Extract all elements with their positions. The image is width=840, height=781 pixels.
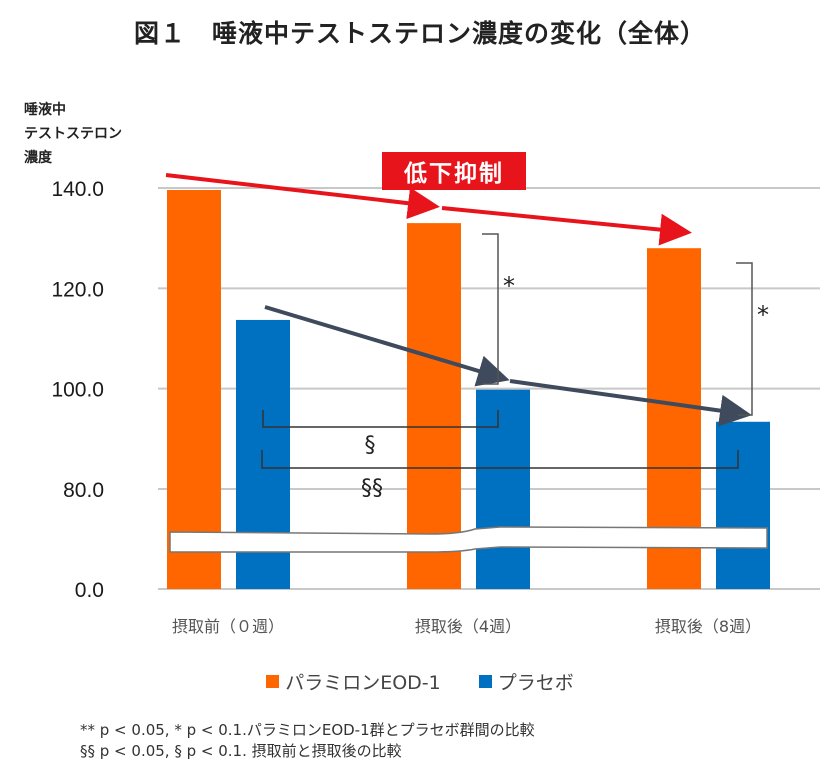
gray-trend-arrow bbox=[264, 305, 510, 387]
pre-post-mark: §§ bbox=[361, 476, 383, 501]
y-tick-label: 0.0 bbox=[75, 579, 104, 602]
pre-post-mark: § bbox=[365, 433, 376, 458]
significance-mark: * bbox=[757, 301, 769, 329]
y-axis-label-line: 濃度 bbox=[24, 150, 52, 166]
category-label: 摂取後（8週） bbox=[655, 617, 761, 636]
y-axis-label: 唾液中 テストステロン 濃度 bbox=[24, 98, 122, 170]
y-axis-label-line: テストステロン bbox=[24, 126, 122, 142]
pre-post-bracket bbox=[262, 410, 499, 428]
title-text: 唾液中テストステロン濃度の変化（全体） bbox=[212, 19, 707, 48]
y-axis-label-line: 唾液中 bbox=[24, 102, 66, 118]
footnote-between-groups: ** p < 0.05, * p < 0.1.パラミロンEOD-1群とプラセボ群… bbox=[80, 721, 535, 739]
footnote-pre-post: §§ p < 0.05, § p < 0.1. 摂取前と摂取後の比較 bbox=[80, 742, 402, 760]
red-trend-arrow bbox=[441, 206, 692, 246]
bar-paramylon-0 bbox=[167, 190, 221, 590]
category-label: 摂取前（０週） bbox=[172, 617, 284, 636]
y-tick-label: 80.0 bbox=[63, 479, 104, 502]
suppression-callout: 低下抑制 bbox=[382, 152, 526, 190]
y-tick-labels: 0.0 80.0 100.0 120.0 140.0 bbox=[51, 178, 104, 602]
category-labels: 摂取前（０週） 摂取後（4週） 摂取後（8週） bbox=[172, 617, 761, 636]
axis-break-band bbox=[169, 526, 768, 553]
category-label: 摂取後（4週） bbox=[415, 617, 521, 636]
legend-label: プラセボ bbox=[497, 672, 574, 694]
y-tick-label: 140.0 bbox=[51, 178, 104, 201]
legend-swatch-orange bbox=[266, 675, 280, 688]
pre-post-bracket bbox=[261, 450, 739, 469]
figure-number: 図１ bbox=[133, 19, 186, 48]
legend: パラミロンEOD-1 プラセボ bbox=[0, 668, 840, 695]
bar-paramylon-1 bbox=[407, 223, 461, 589]
legend-label: パラミロンEOD-1 bbox=[285, 672, 441, 694]
bar-placebo-2 bbox=[716, 421, 770, 589]
axis-break bbox=[169, 526, 768, 553]
legend-item-placebo: プラセボ bbox=[478, 668, 574, 695]
significance-bracket bbox=[736, 262, 753, 416]
footnotes: ** p < 0.05, * p < 0.1.パラミロンEOD-1群とプラセボ群… bbox=[80, 720, 535, 762]
bar-placebo-1 bbox=[476, 389, 530, 589]
red-trend-arrow bbox=[165, 173, 440, 220]
significance-mark: * bbox=[503, 272, 515, 300]
significance-bracket bbox=[482, 233, 499, 385]
y-tick-label: 120.0 bbox=[51, 278, 104, 301]
legend-item-paramylon: パラミロンEOD-1 bbox=[266, 668, 441, 695]
y-tick-label: 100.0 bbox=[51, 379, 104, 402]
annotations: **§§§ bbox=[165, 173, 769, 501]
gray-trend-arrow bbox=[509, 379, 752, 427]
chart-title: 図１ 唾液中テストステロン濃度の変化（全体） bbox=[0, 14, 840, 50]
legend-swatch-blue bbox=[478, 675, 492, 688]
